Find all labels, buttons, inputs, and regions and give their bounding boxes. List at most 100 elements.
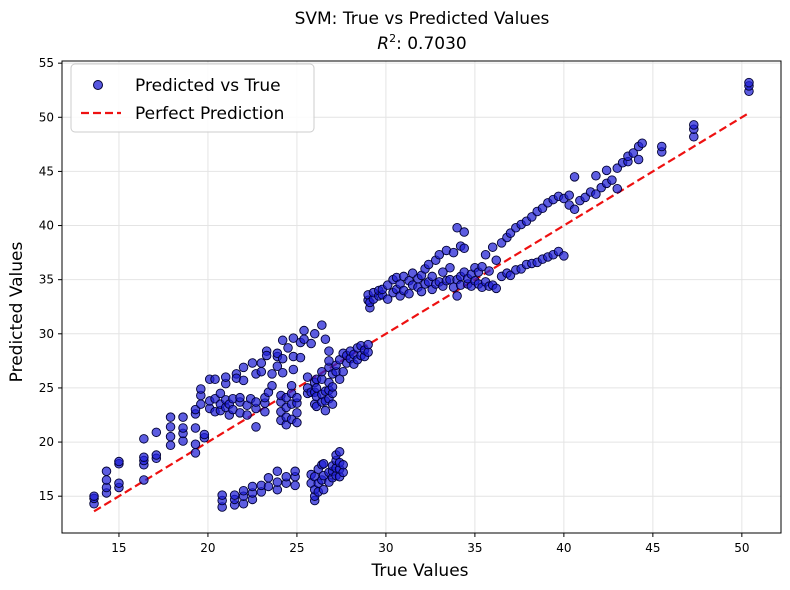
data-point <box>434 250 445 260</box>
legend-label-points: Predicted vs True <box>135 76 281 96</box>
data-point <box>607 175 617 185</box>
data-point <box>247 358 258 368</box>
data-point <box>292 417 302 428</box>
data-point <box>277 368 288 378</box>
data-point <box>612 183 623 194</box>
data-point <box>491 255 501 265</box>
data-point <box>210 374 220 385</box>
subtitle-symbol: R <box>377 34 389 54</box>
data-point <box>744 77 754 88</box>
data-point <box>165 412 176 422</box>
data-point <box>260 407 270 417</box>
data-point <box>559 251 569 261</box>
data-point <box>178 412 188 422</box>
data-point <box>382 294 393 304</box>
data-point <box>281 471 291 482</box>
data-point <box>480 250 491 260</box>
data-point <box>267 369 277 379</box>
data-point <box>306 338 316 349</box>
data-point <box>327 399 338 409</box>
data-point <box>272 361 283 372</box>
data-point <box>569 204 580 215</box>
data-point <box>139 452 149 462</box>
data-point <box>416 286 427 297</box>
data-point <box>263 481 274 492</box>
y-tick-label: 50 <box>39 110 54 124</box>
data-point <box>165 440 176 451</box>
data-point <box>484 266 494 276</box>
y-tick-label: 35 <box>39 273 54 287</box>
data-point <box>438 267 448 277</box>
data-point <box>292 392 302 403</box>
data-point <box>302 372 313 382</box>
x-tick-label: 20 <box>200 541 215 555</box>
data-point <box>139 475 149 485</box>
plot-area-frame <box>61 60 782 534</box>
x-tick-label: 15 <box>111 541 126 555</box>
data-point <box>317 366 327 377</box>
data-point <box>238 486 249 496</box>
data-point <box>318 484 329 495</box>
y-tick-label: 40 <box>39 219 54 233</box>
data-point <box>217 490 227 500</box>
data-point <box>190 448 201 458</box>
data-point <box>324 356 334 366</box>
data-point <box>295 352 306 363</box>
data-point <box>277 353 288 364</box>
data-point <box>452 222 462 233</box>
data-point <box>178 423 188 433</box>
x-tick-label: 25 <box>289 541 304 555</box>
data-point <box>318 458 329 469</box>
data-point <box>363 339 373 350</box>
legend-box <box>70 63 315 133</box>
data-point <box>423 259 434 270</box>
data-point <box>309 329 320 339</box>
data-point <box>286 381 297 391</box>
data-point <box>637 138 647 149</box>
data-point <box>283 343 293 353</box>
legend: Predicted vs True Perfect Prediction <box>70 63 315 133</box>
y-tick-label: 55 <box>39 56 54 70</box>
data-point <box>591 189 601 199</box>
data-point <box>320 405 331 416</box>
data-point <box>139 434 149 444</box>
x-axis-ticks: 15 20 25 30 35 40 45 50 <box>111 533 749 555</box>
data-point <box>272 477 283 487</box>
data-point <box>101 475 112 485</box>
y-axis-label: Predicted Values <box>7 241 27 382</box>
y-tick-label: 45 <box>39 164 54 178</box>
data-point <box>338 460 348 470</box>
data-point <box>247 481 258 492</box>
y-tick-label: 25 <box>39 381 54 395</box>
data-point <box>334 374 345 385</box>
data-point <box>114 478 124 488</box>
data-point <box>452 291 462 301</box>
data-point <box>261 350 272 361</box>
subtitle-superscript: 2 <box>389 32 396 45</box>
y-tick-label: 15 <box>39 489 54 503</box>
data-point <box>564 190 574 200</box>
data-point <box>459 227 469 237</box>
data-point <box>190 423 201 433</box>
data-point <box>238 375 249 386</box>
data-point <box>324 346 334 356</box>
y-axis-ticks: 15 20 25 30 35 40 45 50 55 <box>39 56 62 503</box>
data-point <box>633 154 644 165</box>
data-point <box>327 382 338 392</box>
data-point <box>448 247 459 258</box>
data-point <box>196 399 206 409</box>
data-point <box>288 333 299 343</box>
data-point <box>491 283 501 294</box>
data-point <box>689 120 699 130</box>
data-point <box>292 408 302 418</box>
data-point <box>272 466 283 477</box>
data-point <box>299 325 309 336</box>
data-point <box>229 490 240 500</box>
data-point <box>267 381 277 391</box>
data-point <box>190 439 201 449</box>
data-point <box>320 334 331 344</box>
data-point <box>290 480 300 491</box>
chart-subtitle: R2: 0.7030 <box>377 32 466 54</box>
data-point <box>256 366 267 377</box>
data-point <box>317 320 327 330</box>
